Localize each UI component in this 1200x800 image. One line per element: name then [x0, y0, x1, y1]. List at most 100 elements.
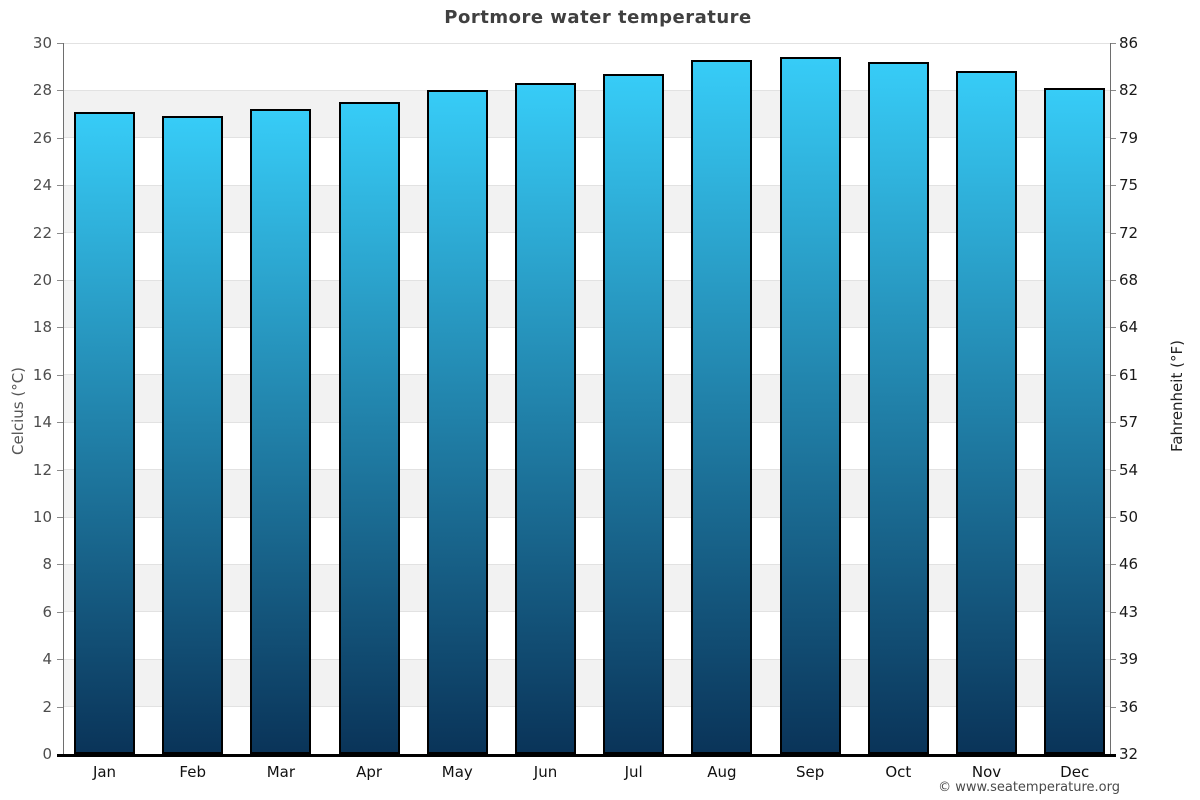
month-label-oct: Oct	[885, 763, 912, 781]
gridline	[63, 232, 1110, 234]
fahrenheit-tick-label: 54	[1119, 460, 1139, 479]
gridline	[63, 563, 1110, 565]
plot-band	[63, 374, 1110, 423]
right-axis-tick	[1110, 469, 1116, 471]
fahrenheit-tick-label: 68	[1119, 271, 1139, 289]
celsius-tick-label: 2	[42, 697, 52, 716]
celsius-tick-label: 26	[32, 128, 52, 147]
right-axis-tick	[1110, 374, 1116, 376]
left-axis-tick	[57, 185, 63, 187]
left-axis-tick	[57, 327, 63, 329]
left-axis-tick	[57, 374, 63, 376]
temperature-bar-jun	[515, 83, 576, 754]
celsius-tick-label: 18	[32, 318, 52, 337]
gridline	[63, 89, 1110, 91]
gridline	[63, 516, 1110, 518]
plot-band	[63, 469, 1110, 517]
fahrenheit-tick-label: 46	[1119, 555, 1139, 574]
celsius-tick-label: 8	[42, 555, 52, 574]
left-axis-tick	[57, 90, 63, 92]
temperature-bar-mar	[250, 109, 312, 754]
month-label-jul: Jul	[624, 763, 643, 781]
gridline	[63, 658, 1110, 660]
right-axis-tick	[1110, 706, 1116, 708]
gridline	[63, 279, 1110, 281]
temperature-bar-may	[426, 90, 488, 754]
celsius-tick-label: 14	[32, 413, 52, 432]
right-axis-tick	[1110, 422, 1116, 424]
fahrenheit-tick-label: 43	[1119, 602, 1139, 621]
plot-band	[63, 90, 1110, 138]
bottom-axis-line	[57, 754, 1116, 757]
fahrenheit-tick-label: 82	[1119, 81, 1139, 100]
fahrenheit-tick-label: 86	[1119, 34, 1139, 52]
temperature-bar-oct	[867, 61, 929, 754]
month-label-jan: Jan	[92, 763, 117, 781]
fahrenheit-tick-label: 36	[1119, 697, 1139, 716]
gridline	[63, 374, 1110, 376]
chart-title: Portmore water temperature	[444, 7, 752, 28]
celsius-tick-label: 12	[32, 460, 52, 479]
right-axis-tick	[1110, 137, 1116, 139]
left-axis-tick	[57, 659, 63, 661]
right-axis-tick	[1110, 280, 1116, 281]
gridline	[63, 469, 1110, 471]
gridline	[63, 326, 1110, 328]
left-axis-tick	[57, 469, 63, 471]
month-label-jun: Jun	[533, 763, 558, 781]
fahrenheit-tick-label: 72	[1119, 223, 1139, 242]
fahrenheit-tick-label: 75	[1119, 176, 1139, 195]
gridline	[63, 706, 1110, 708]
left-axis-tick	[57, 232, 63, 234]
plot-band	[63, 611, 1110, 660]
plot-band	[63, 564, 1110, 612]
month-label-mar: Mar	[266, 763, 296, 781]
month-label-feb: Feb	[179, 763, 206, 781]
fahrenheit-axis-title: Fahrenheit (°F)	[1168, 340, 1186, 452]
right-axis-tick	[1110, 43, 1116, 44]
plot-band	[63, 280, 1110, 328]
right-axis-tick	[1110, 564, 1116, 566]
plot-band	[63, 137, 1110, 186]
left-axis-tick	[57, 564, 63, 566]
fahrenheit-tick-label: 61	[1119, 365, 1139, 384]
celsius-tick-label: 6	[42, 602, 52, 621]
fahrenheit-tick-label: 64	[1119, 318, 1139, 337]
plot-band	[63, 232, 1110, 280]
temperature-bar-jan	[74, 111, 135, 754]
left-axis-tick	[57, 706, 63, 708]
celsius-tick-label: 20	[32, 271, 52, 289]
fahrenheit-tick-label: 50	[1119, 508, 1139, 526]
fahrenheit-tick-label: 39	[1119, 650, 1139, 669]
fahrenheit-tick-label: 32	[1119, 745, 1139, 763]
celsius-axis-title: Celcius (°C)	[9, 366, 27, 456]
left-axis-tick	[57, 422, 63, 424]
temperature-bar-apr	[338, 102, 400, 754]
celsius-tick-label: 24	[32, 176, 52, 195]
left-axis-tick	[57, 137, 63, 139]
right-axis-line	[1110, 43, 1111, 754]
left-axis-tick	[57, 280, 63, 281]
temperature-bar-nov	[956, 71, 1017, 754]
month-label-sep: Sep	[795, 763, 825, 781]
temperature-bar-dec	[1044, 88, 1106, 754]
plot-band	[63, 43, 1110, 91]
month-label-nov: Nov	[971, 763, 1002, 781]
gridline	[63, 137, 1110, 139]
plot-band	[63, 659, 1110, 707]
celsius-tick-label: 10	[32, 508, 52, 526]
gridline	[63, 611, 1110, 613]
plot-band	[63, 327, 1110, 375]
gridline	[63, 184, 1110, 186]
right-axis-tick	[1110, 185, 1116, 187]
month-label-may: May	[441, 763, 473, 781]
right-axis-tick	[1110, 232, 1116, 234]
month-label-aug: Aug	[707, 763, 737, 781]
right-axis-tick	[1110, 611, 1116, 613]
celsius-tick-label: 16	[32, 365, 52, 384]
gridline	[63, 42, 1110, 44]
copyright-source-link[interactable]: © www.seatemperature.org	[938, 780, 1120, 795]
fahrenheit-tick-label: 79	[1119, 128, 1139, 147]
left-axis-line	[63, 43, 64, 754]
